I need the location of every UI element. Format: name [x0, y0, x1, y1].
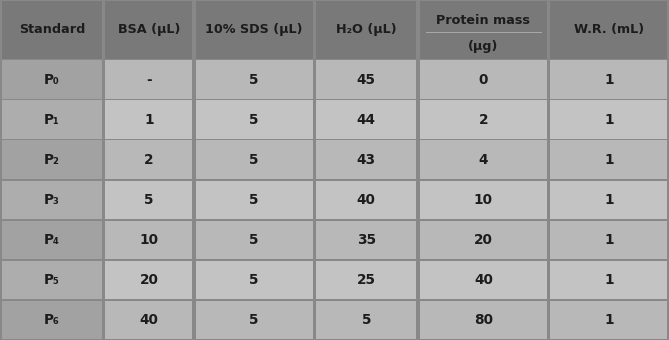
- Text: P₄: P₄: [44, 233, 60, 247]
- Bar: [106, 181, 193, 219]
- Bar: [1, 100, 102, 139]
- Bar: [551, 61, 668, 99]
- Text: 0: 0: [478, 72, 488, 87]
- Text: 35: 35: [357, 233, 376, 247]
- Text: 1: 1: [604, 153, 613, 167]
- Text: 1: 1: [604, 72, 613, 87]
- Bar: [106, 301, 193, 339]
- Bar: [551, 100, 668, 139]
- Bar: [1, 221, 102, 259]
- Bar: [420, 1, 547, 59]
- Text: 10: 10: [474, 193, 493, 207]
- Text: 25: 25: [357, 273, 376, 287]
- Text: 1: 1: [604, 273, 613, 287]
- Text: BSA (μL): BSA (μL): [118, 23, 180, 36]
- Bar: [420, 221, 547, 259]
- Bar: [551, 261, 668, 299]
- Bar: [316, 181, 416, 219]
- Text: 5: 5: [250, 113, 259, 126]
- Text: (μg): (μg): [468, 40, 498, 53]
- Bar: [316, 1, 416, 59]
- Bar: [551, 181, 668, 219]
- Bar: [196, 1, 313, 59]
- Bar: [106, 221, 193, 259]
- Bar: [1, 301, 102, 339]
- Text: 5: 5: [144, 193, 154, 207]
- Bar: [1, 181, 102, 219]
- Bar: [420, 140, 547, 179]
- Bar: [196, 181, 313, 219]
- Text: 5: 5: [250, 193, 259, 207]
- Text: 1: 1: [144, 113, 154, 126]
- Text: P₃: P₃: [44, 193, 60, 207]
- Bar: [420, 261, 547, 299]
- Bar: [196, 221, 313, 259]
- Text: Standard: Standard: [19, 23, 85, 36]
- Bar: [316, 221, 416, 259]
- Text: 5: 5: [361, 313, 371, 327]
- Text: 40: 40: [357, 193, 376, 207]
- Bar: [196, 100, 313, 139]
- Text: 20: 20: [139, 273, 159, 287]
- Text: 5: 5: [250, 233, 259, 247]
- Text: H₂O (μL): H₂O (μL): [336, 23, 397, 36]
- Text: 1: 1: [604, 233, 613, 247]
- Bar: [551, 140, 668, 179]
- Bar: [420, 100, 547, 139]
- Text: 40: 40: [139, 313, 159, 327]
- Bar: [106, 1, 193, 59]
- Text: 5: 5: [250, 313, 259, 327]
- Bar: [196, 261, 313, 299]
- Text: 44: 44: [357, 113, 376, 126]
- Text: 5: 5: [250, 273, 259, 287]
- Text: 80: 80: [474, 313, 493, 327]
- Text: 4: 4: [478, 153, 488, 167]
- Text: 20: 20: [474, 233, 493, 247]
- Text: 10% SDS (μL): 10% SDS (μL): [205, 23, 303, 36]
- Text: 45: 45: [357, 72, 376, 87]
- Bar: [316, 100, 416, 139]
- Text: W.R. (mL): W.R. (mL): [574, 23, 644, 36]
- Text: 1: 1: [604, 113, 613, 126]
- Bar: [316, 140, 416, 179]
- Bar: [196, 61, 313, 99]
- Bar: [316, 261, 416, 299]
- Text: 43: 43: [357, 153, 376, 167]
- Text: Protein mass: Protein mass: [436, 14, 531, 27]
- Bar: [106, 261, 193, 299]
- Bar: [196, 301, 313, 339]
- Bar: [316, 301, 416, 339]
- Bar: [420, 301, 547, 339]
- Bar: [1, 1, 102, 59]
- Text: 5: 5: [250, 153, 259, 167]
- Bar: [196, 140, 313, 179]
- Text: 40: 40: [474, 273, 493, 287]
- Bar: [1, 61, 102, 99]
- Text: 2: 2: [478, 113, 488, 126]
- Bar: [1, 140, 102, 179]
- Text: P₆: P₆: [44, 313, 60, 327]
- Bar: [551, 301, 668, 339]
- Text: P₁: P₁: [44, 113, 60, 126]
- Text: P₂: P₂: [44, 153, 60, 167]
- Text: 1: 1: [604, 313, 613, 327]
- Text: 2: 2: [144, 153, 154, 167]
- Bar: [420, 181, 547, 219]
- Bar: [551, 221, 668, 259]
- Text: 1: 1: [604, 193, 613, 207]
- Bar: [551, 1, 668, 59]
- Bar: [106, 100, 193, 139]
- Text: 5: 5: [250, 72, 259, 87]
- Bar: [1, 261, 102, 299]
- Text: -: -: [146, 72, 152, 87]
- Text: 10: 10: [139, 233, 159, 247]
- Bar: [106, 61, 193, 99]
- Text: P₅: P₅: [44, 273, 60, 287]
- Bar: [106, 140, 193, 179]
- Text: P₀: P₀: [44, 72, 60, 87]
- Bar: [316, 61, 416, 99]
- Bar: [420, 61, 547, 99]
